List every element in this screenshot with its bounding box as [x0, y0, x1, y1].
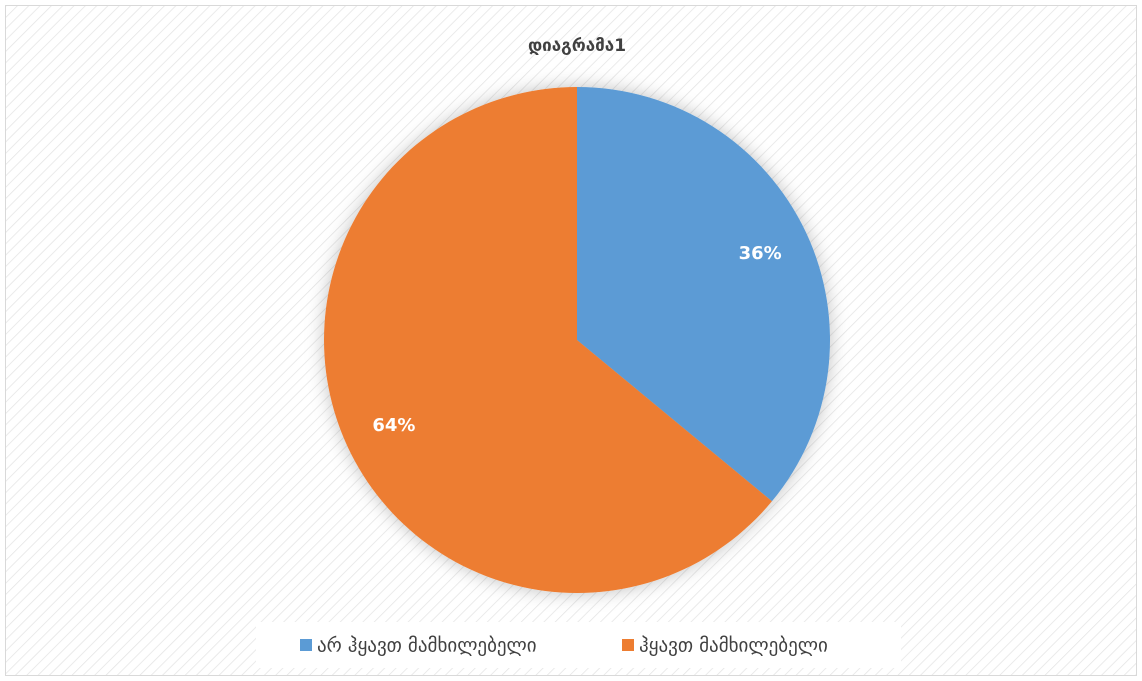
- pie-slice: [577, 87, 831, 502]
- data-label: 36%: [739, 243, 782, 264]
- legend-swatch: [300, 639, 312, 651]
- legend-label: არ ჰყავთ მამხილებელი: [317, 635, 537, 657]
- pie-slice: [324, 87, 772, 593]
- legend-label: ჰყავთ მამხილებელი: [639, 635, 828, 657]
- pie: [324, 87, 831, 593]
- legend: [256, 622, 901, 668]
- legend-swatch: [622, 639, 634, 651]
- chart-title: დიაგრამა1: [528, 36, 626, 56]
- data-label: 64%: [372, 415, 415, 436]
